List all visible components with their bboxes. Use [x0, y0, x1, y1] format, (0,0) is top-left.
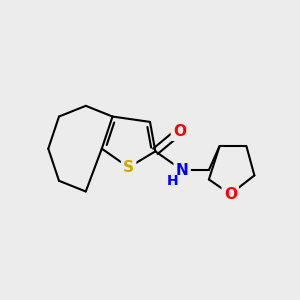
- Text: O: O: [173, 124, 186, 139]
- Text: O: O: [224, 187, 237, 202]
- Text: S: S: [123, 160, 134, 175]
- Text: H: H: [167, 174, 178, 188]
- Text: N: N: [176, 163, 188, 178]
